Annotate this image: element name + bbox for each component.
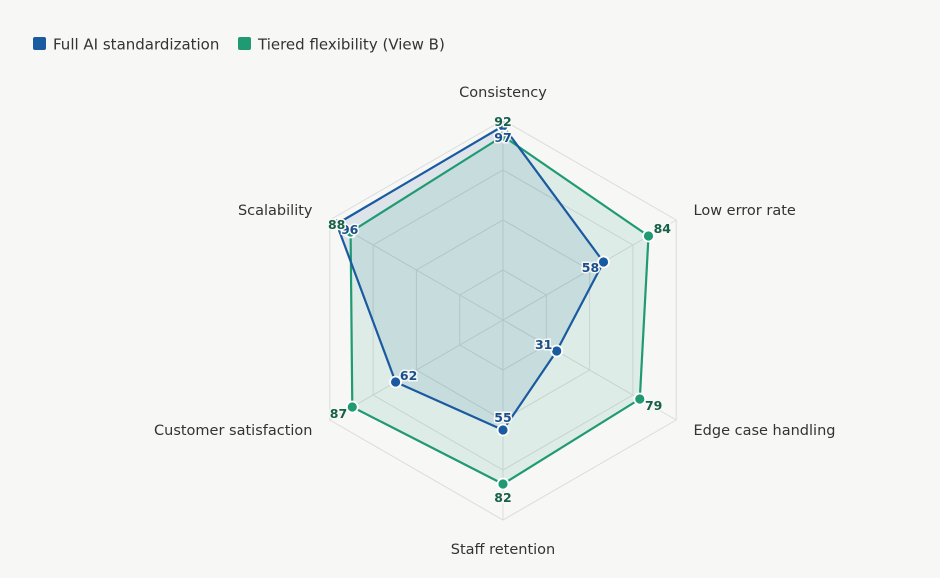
value-label-s0-2: 31 — [535, 337, 552, 352]
legend-label-0: Full AI standardization — [53, 36, 219, 54]
axis-label-3: Staff retention — [451, 542, 556, 558]
data-point-s0-4 — [389, 375, 403, 389]
value-label-s1-0: 92 — [494, 114, 511, 129]
value-label-s1-3: 82 — [494, 490, 511, 505]
value-label-s1-4: 87 — [330, 406, 347, 421]
data-point-s1-0 — [496, 129, 510, 143]
value-label-s1-1: 84 — [654, 221, 672, 236]
axis-label-4: Customer satisfaction — [154, 423, 313, 439]
data-point-s1-4 — [345, 400, 359, 414]
value-label-s0-1: 58 — [582, 260, 599, 275]
data-point-s1-3 — [496, 477, 510, 491]
value-label-s0-3: 55 — [494, 410, 511, 425]
legend-label-1: Tiered flexibility (View B) — [257, 36, 445, 54]
legend-swatch-0 — [33, 37, 46, 50]
data-point-s0-5 — [330, 217, 344, 231]
value-label-s1-5: 88 — [328, 217, 345, 232]
series-area-0 — [336, 126, 604, 430]
series-points — [330, 119, 655, 491]
data-point-s0-1 — [597, 255, 610, 269]
grid-spoke-5 — [329, 219, 504, 321]
grid-spoke-4 — [329, 319, 504, 421]
value-label-s0-4: 62 — [400, 368, 417, 383]
axis-labels: Consistency Low error rate Edge case handl… — [154, 85, 835, 558]
data-point-s0-3 — [496, 423, 510, 437]
series-areas — [335, 124, 650, 486]
data-point-s1-2 — [633, 392, 647, 406]
data-point-s1-1 — [642, 229, 655, 243]
axis-label-5: Scalability — [238, 203, 313, 219]
axis-label-1: Low error rate — [694, 203, 796, 219]
legend: Full AI standardization Tiered flexibilit… — [33, 36, 445, 54]
value-label-s0-5: 96 — [341, 222, 359, 237]
value-label-s0-0: 97 — [494, 130, 511, 145]
data-point-s0-2 — [550, 344, 564, 358]
axis-label-0: Consistency — [459, 85, 547, 101]
grid-spoke-2 — [502, 319, 677, 421]
radar-grid — [329, 119, 677, 521]
value-labels: 97 58 31 55 62 96 92 84 79 82 87 88 — [326, 113, 672, 507]
legend-swatch-1 — [238, 37, 251, 50]
data-point-s1-5 — [344, 225, 358, 239]
axis-label-2: Edge case handling — [694, 423, 836, 439]
value-label-s1-2: 79 — [645, 398, 662, 413]
